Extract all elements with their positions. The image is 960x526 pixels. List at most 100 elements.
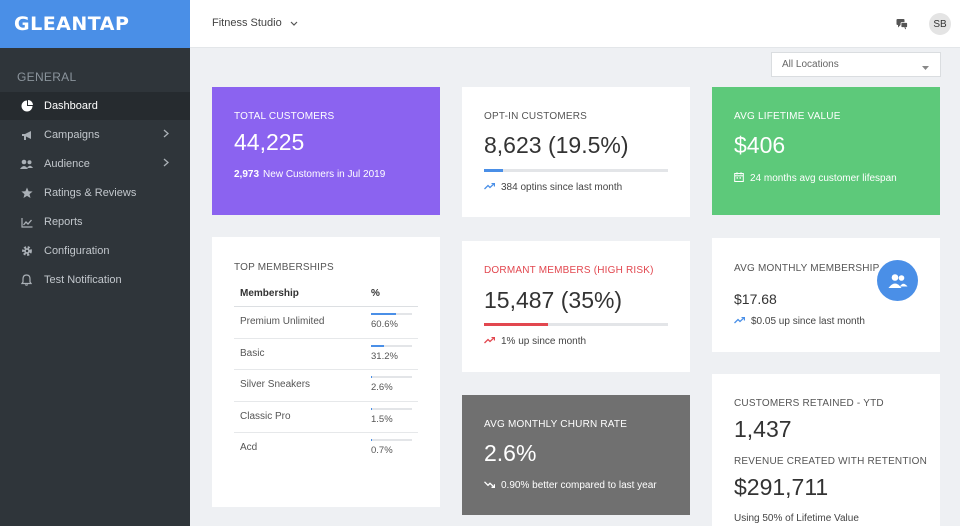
membership-pct: 60.6% [371, 319, 398, 330]
card-subtext: Using 50% of Lifetime Value [734, 513, 859, 524]
card-value: 44,225 [234, 129, 305, 155]
churn-rate-card: AVG MONTHLY CHURN RATE 2.6% 0.90% better… [462, 395, 690, 515]
sidebar-item-ratings-reviews[interactable]: Ratings & Reviews [0, 179, 190, 207]
subtext-label: 0.90% better compared to last year [501, 480, 657, 491]
membership-name: Classic Pro [240, 410, 291, 422]
studio-selector[interactable]: Fitness Studio [212, 17, 298, 29]
membership-pct: 1.5% [371, 413, 393, 425]
card-subtext: 2,973 New Customers in Jul 2019 [234, 169, 385, 180]
dormant-progress-bar [484, 323, 668, 326]
trend-up-icon [734, 316, 746, 327]
top-bar: Fitness Studio SB [190, 0, 960, 48]
mini-progress-bar [371, 407, 412, 410]
table-row: Classic Pro 1.5% [234, 402, 418, 433]
sidebar-item-label: Audience [44, 158, 90, 170]
sidebar-item-label: Configuration [44, 245, 110, 257]
pie-chart-icon [20, 100, 33, 113]
column-header-membership: Membership [240, 288, 299, 299]
table-row: Acd 0.7% [234, 433, 418, 465]
top-memberships-card: TOP MEMBERSHIPS Membership % Premium Unl… [212, 237, 440, 507]
card-subtext: 1% up since month [484, 336, 586, 347]
star-icon [20, 187, 33, 200]
membership-pct: 2.6% [371, 382, 393, 393]
card-value: 1,437 [734, 416, 792, 442]
chevron-right-icon [163, 158, 169, 170]
card-value: 15,487 (35%) [484, 287, 623, 313]
trend-down-icon [484, 480, 496, 491]
sidebar-item-configuration[interactable]: Configuration [0, 237, 190, 265]
column-header-pct: % [371, 288, 380, 299]
table-header: Membership % [234, 279, 418, 307]
avg-monthly-membership-card: AVG MONTHLY MEMBERSHIP $17.68 $0.05 up s… [712, 238, 940, 352]
sidebar-item-label: Reports [44, 216, 83, 228]
subtext-label: 24 months avg customer lifespan [750, 173, 897, 184]
chevron-right-icon [163, 129, 169, 141]
membership-name: Acd [240, 442, 258, 453]
progress-fill [371, 407, 372, 410]
card-value-2: $291,711 [734, 474, 829, 500]
card-label: AVG MONTHLY CHURN RATE [484, 419, 628, 430]
users-icon [20, 158, 33, 171]
table-row: Silver Sneakers 2.6% [234, 370, 418, 402]
card-value: 8,623 (19.5%) [484, 132, 629, 158]
card-label: AVG MONTHLY MEMBERSHIP [734, 263, 880, 274]
card-value: 2.6% [484, 440, 537, 466]
sidebar-item-dashboard[interactable]: Dashboard [0, 92, 190, 120]
sidebar-item-reports[interactable]: Reports [0, 208, 190, 236]
chevron-down-icon [290, 17, 298, 29]
sidebar-heading: GENERAL [17, 70, 77, 84]
card-label: AVG LIFETIME VALUE [734, 111, 841, 122]
sidebar-item-campaigns[interactable]: Campaigns [0, 121, 190, 149]
gear-icon [20, 245, 33, 258]
line-chart-icon [20, 216, 33, 229]
location-select[interactable]: All Locations [771, 52, 941, 77]
progress-fill [371, 439, 372, 441]
sidebar-item-audience[interactable]: Audience [0, 150, 190, 178]
card-value: $406 [734, 132, 786, 158]
optin-progress-bar [484, 169, 668, 172]
card-label: TOTAL CUSTOMERS [234, 111, 335, 122]
card-subtext: $0.05 up since last month [734, 316, 865, 327]
card-subtext: 384 optins since last month [484, 182, 622, 193]
subtext-label: 384 optins since last month [501, 182, 623, 193]
membership-pct: 0.7% [371, 445, 393, 456]
optin-customers-card: OPT-IN CUSTOMERS 8,623 (19.5%) 384 optin… [462, 87, 690, 217]
total-customers-card: TOTAL CUSTOMERS 44,225 2,973 New Custome… [212, 87, 440, 215]
table-row: Premium Unlimited 60.6% [234, 307, 418, 339]
card-label: OPT-IN CUSTOMERS [484, 111, 588, 122]
new-customers-text: New Customers in Jul 2019 [263, 169, 386, 180]
avg-lifetime-value-card: AVG LIFETIME VALUE $406 24 months avg cu… [712, 87, 940, 215]
mini-progress-bar [371, 439, 412, 441]
brand-logo[interactable]: GLEANTAP [0, 0, 190, 48]
sidebar-item-test-notification[interactable]: Test Notification [0, 266, 190, 294]
progress-fill [371, 376, 373, 378]
megaphone-icon [20, 129, 33, 142]
trend-up-icon [484, 336, 496, 347]
calendar-icon [734, 172, 744, 185]
sidebar-item-label: Dashboard [44, 100, 98, 112]
members-badge-icon [877, 260, 918, 301]
card-subtext: 0.90% better compared to last year [484, 480, 657, 491]
location-select-value: All Locations [782, 59, 839, 70]
mini-progress-bar [371, 344, 412, 347]
dormant-members-card: DORMANT MEMBERS (HIGH RISK) 15,487 (35%)… [462, 241, 690, 372]
sidebar: GENERAL Dashboard Campaigns Audience Rat… [0, 48, 190, 526]
caret-down-icon [922, 62, 929, 73]
sidebar-item-label: Ratings & Reviews [44, 187, 137, 199]
card-value: $17.68 [734, 291, 777, 307]
new-customers-count: 2,973 [234, 169, 260, 180]
avatar[interactable]: SB [929, 13, 951, 35]
card-label-2: REVENUE CREATED WITH RETENTION [734, 456, 928, 467]
subtext-label: 1% up since month [501, 336, 587, 347]
progress-fill [371, 344, 384, 347]
card-label: TOP MEMBERSHIPS [234, 262, 334, 273]
bell-icon [20, 274, 33, 287]
chat-icon[interactable] [896, 17, 908, 35]
sidebar-item-label: Campaigns [44, 129, 100, 141]
subtext-label: $0.05 up since last month [751, 316, 865, 327]
studio-name: Fitness Studio [212, 17, 282, 29]
progress-fill [484, 323, 549, 326]
trend-up-icon [484, 182, 496, 193]
card-label: CUSTOMERS RETAINED - YTD [734, 398, 884, 409]
table-row: Basic 31.2% [234, 339, 418, 370]
